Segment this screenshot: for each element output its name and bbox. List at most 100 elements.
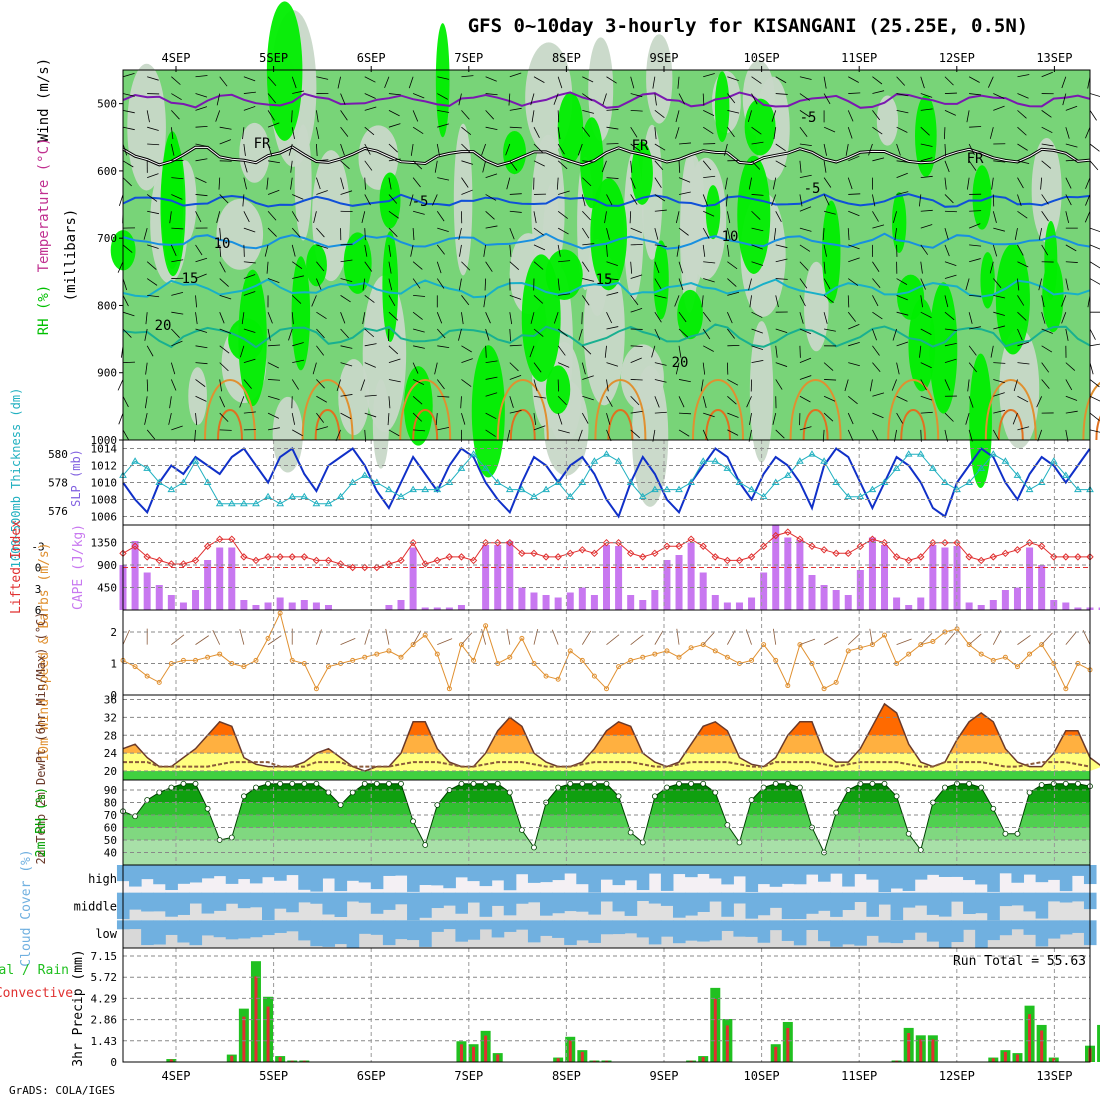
wind-barb bbox=[944, 358, 957, 364]
rh-marker bbox=[240, 793, 247, 800]
cloud-cover-bar bbox=[334, 892, 348, 917]
cloud-label: Cloud Cover (%) bbox=[19, 849, 34, 966]
date-label-bottom: 4SEP bbox=[162, 1069, 191, 1083]
wind-barb bbox=[654, 160, 664, 171]
cloud-cover-bar bbox=[963, 920, 976, 930]
wind-barb bbox=[969, 93, 982, 96]
wind-barb bbox=[799, 244, 811, 252]
wind-barb bbox=[533, 76, 545, 83]
lifted-index-marker bbox=[832, 549, 840, 558]
wind-barb bbox=[509, 244, 512, 257]
wind-barb bbox=[799, 375, 812, 380]
isotherm-label: 15 bbox=[596, 272, 613, 288]
wind-barb bbox=[578, 328, 583, 341]
wind-barb bbox=[316, 426, 329, 431]
wind-barb bbox=[679, 412, 692, 415]
precip-conv-bar bbox=[242, 1016, 246, 1062]
wind-barb bbox=[944, 143, 947, 157]
wind-barb bbox=[219, 278, 229, 287]
cape-bar bbox=[603, 545, 610, 610]
cloud-cover-bar bbox=[201, 865, 215, 879]
wind-barb bbox=[195, 93, 208, 98]
cape-bar bbox=[1026, 547, 1034, 610]
lifted-index-marker bbox=[1074, 553, 1082, 561]
cloud-cover-bar bbox=[322, 892, 336, 915]
wind10-speed-marker bbox=[724, 654, 730, 660]
isotherm-30 bbox=[509, 409, 536, 441]
wind-barb bbox=[461, 160, 474, 165]
rh-marker bbox=[253, 784, 259, 791]
wind-barb bbox=[558, 190, 570, 195]
rh-marker bbox=[470, 780, 477, 787]
cloud-cover-bar bbox=[310, 920, 323, 947]
wind-barb bbox=[920, 278, 926, 290]
rh-marker bbox=[361, 780, 368, 787]
wind-barb bbox=[654, 379, 667, 383]
cloud-cover-bar bbox=[866, 865, 879, 880]
wind-barb bbox=[581, 312, 583, 325]
wind-barb bbox=[606, 194, 613, 206]
dewpt-line bbox=[123, 761, 1091, 768]
wind-barb bbox=[143, 227, 148, 240]
cloud-cover-bar bbox=[902, 865, 916, 891]
wind10-speed-marker bbox=[193, 657, 199, 663]
cloud-cover-bar bbox=[237, 892, 251, 909]
wind-barb bbox=[969, 244, 982, 247]
wind-barb bbox=[1085, 127, 1091, 139]
cloud-cover-bar bbox=[1047, 865, 1061, 880]
wind-barb bbox=[509, 396, 514, 408]
wind-barb bbox=[1089, 429, 1100, 433]
thickness-tick-label: 576 bbox=[48, 505, 68, 518]
wind-barb bbox=[436, 261, 442, 274]
wind-barb bbox=[920, 379, 927, 391]
cloud-cover-bar bbox=[709, 865, 722, 879]
wind10-tick-label: 2 bbox=[110, 626, 117, 639]
cloud-cover-bar bbox=[721, 892, 734, 917]
rh-marker bbox=[893, 793, 900, 800]
lifted-label: Lifted Index bbox=[9, 520, 24, 614]
rh-tick-label: 40 bbox=[104, 847, 117, 860]
wind-barb bbox=[558, 429, 570, 434]
wind-barb bbox=[848, 341, 860, 347]
cloud-cover-bar bbox=[298, 865, 311, 890]
precip-conv-bar bbox=[713, 998, 717, 1062]
thickness-marker bbox=[336, 492, 345, 500]
cloud-cover-bar bbox=[298, 892, 311, 903]
lifted-index-marker bbox=[868, 535, 877, 543]
cape-bar bbox=[808, 575, 816, 610]
cloud-cover-bar bbox=[975, 892, 988, 914]
wind-barb bbox=[412, 278, 421, 289]
wind-barb bbox=[388, 278, 393, 291]
thickness-label: 1000~500mb Thickness (dm) bbox=[9, 388, 23, 569]
isotherm-25 bbox=[692, 379, 744, 441]
cape-bar bbox=[445, 607, 453, 610]
cape-bar bbox=[844, 595, 852, 610]
wind-barb bbox=[1017, 74, 1030, 78]
wind-barb bbox=[436, 328, 446, 339]
wind-barb bbox=[413, 294, 426, 297]
wind-barb bbox=[678, 278, 684, 291]
wind-barb bbox=[920, 411, 933, 414]
lifted-index-marker bbox=[626, 549, 635, 558]
cloud-cover-bar bbox=[733, 892, 747, 904]
wind-barb bbox=[412, 126, 424, 134]
cloud-cover-bar bbox=[419, 865, 432, 886]
thickness-marker bbox=[1049, 457, 1058, 464]
date-label-top: 13SEP bbox=[1036, 51, 1072, 65]
rh-low-area bbox=[646, 34, 673, 124]
lifted-index-marker bbox=[131, 542, 139, 550]
wind-barb bbox=[896, 294, 908, 301]
wind10-barb bbox=[340, 637, 356, 645]
wind-barb bbox=[557, 110, 560, 123]
cape-bar bbox=[179, 602, 187, 610]
isotherm-25 bbox=[399, 379, 452, 441]
wind-barb bbox=[485, 392, 498, 397]
rh-marker bbox=[978, 784, 985, 791]
wind-barb bbox=[1065, 244, 1077, 252]
wind-barb bbox=[316, 190, 328, 195]
wind-barb bbox=[558, 260, 571, 263]
wind10-speed-marker bbox=[652, 651, 658, 657]
date-label-bottom: 9SEP bbox=[650, 1069, 679, 1083]
wind10-tick-label: 0 bbox=[110, 689, 117, 702]
lifted-tick-label: 3 bbox=[35, 583, 42, 596]
